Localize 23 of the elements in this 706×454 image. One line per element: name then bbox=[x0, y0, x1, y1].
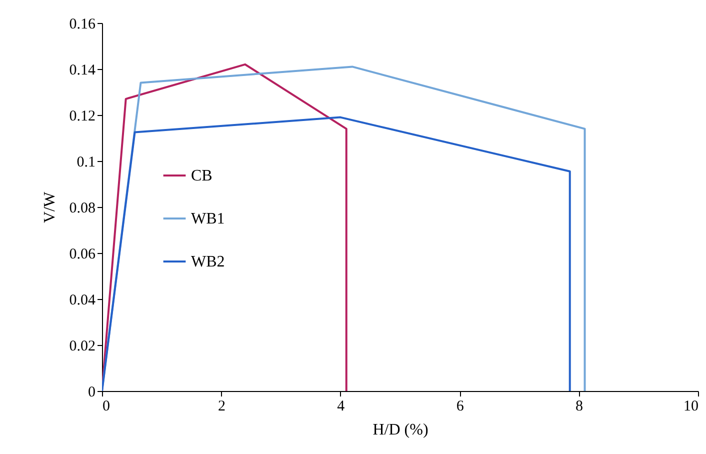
y-tick-label: 0.04 bbox=[69, 292, 96, 308]
y-axis-title: V/W bbox=[41, 191, 58, 224]
y-tick-label: 0.14 bbox=[69, 62, 96, 78]
x-tick-label: 4 bbox=[337, 398, 346, 414]
line-series bbox=[102, 66, 586, 391]
legend-label: CB bbox=[191, 168, 212, 184]
legend-label: WB1 bbox=[191, 210, 225, 228]
y-tick-label: 0.1 bbox=[76, 154, 96, 170]
x-tick-label: 2 bbox=[218, 398, 226, 414]
y-tick-label: 0 bbox=[88, 384, 96, 400]
x-tick-label: 0 bbox=[102, 398, 110, 414]
y-tick-label: 0.02 bbox=[69, 338, 96, 354]
x-tick-label: 10 bbox=[684, 398, 698, 414]
legend-label: WB2 bbox=[191, 254, 225, 270]
line-series bbox=[102, 116, 571, 391]
y-tick-label: 0.12 bbox=[69, 108, 96, 124]
x-tick-label: 8 bbox=[576, 398, 584, 414]
y-tick-label: 0.08 bbox=[69, 200, 96, 216]
y-tick-label: 0.06 bbox=[69, 246, 96, 262]
y-tick-label: 0.16 bbox=[69, 16, 96, 32]
x-tick-label: 6 bbox=[456, 398, 464, 414]
line-series bbox=[102, 63, 348, 391]
x-axis-title: H/D (%) bbox=[372, 422, 428, 438]
